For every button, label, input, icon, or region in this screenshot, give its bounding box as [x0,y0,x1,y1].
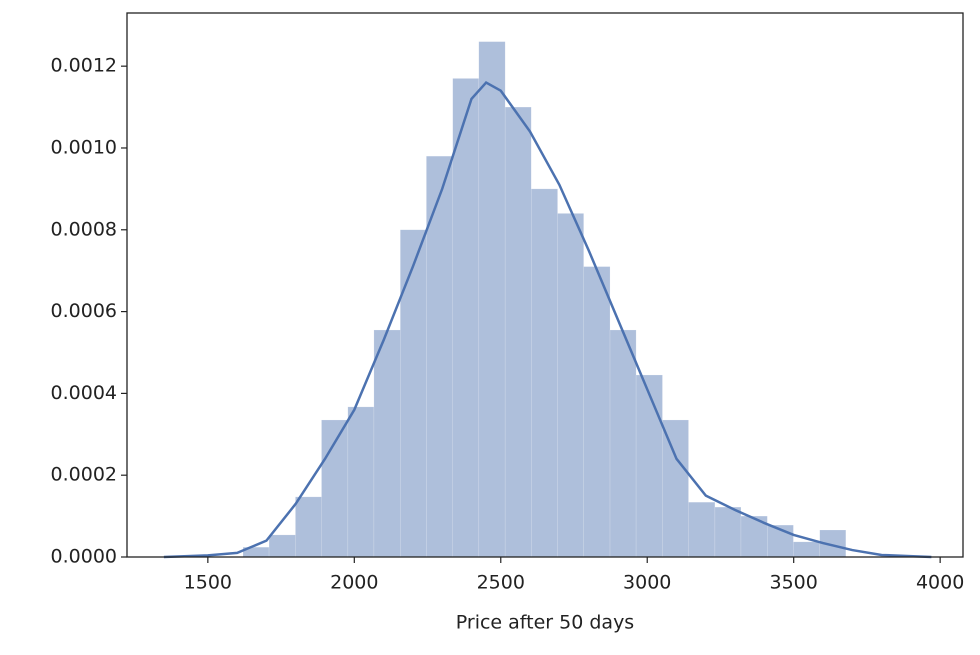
histogram-bar [504,106,532,558]
y-tick-label: 0.0012 [51,55,117,77]
x-axis-label: Price after 50 days [456,612,634,634]
histogram-bar [688,501,716,558]
y-tick-label: 0.0006 [51,300,117,322]
histogram-bar [635,374,663,558]
histogram-bar [609,329,637,558]
x-tick-label: 2500 [477,572,525,594]
x-tick-label: 3000 [623,572,671,594]
histogram-bar [478,41,506,558]
histogram-bar [321,419,349,558]
histogram-bar [714,506,742,558]
histogram-bar [295,496,322,558]
y-tick-label: 0.0002 [51,464,117,486]
y-tick-label: 0.0010 [51,136,117,158]
histogram-bar [373,329,401,558]
histogram-bar [662,419,689,558]
histogram-bar [400,229,427,558]
x-tick-label: 4000 [916,572,964,594]
histogram-bar [268,534,296,558]
x-tick-label: 2000 [330,572,378,594]
x-tick-label: 3500 [770,572,818,594]
histogram-bar [557,213,584,558]
histogram-bar [347,406,375,558]
y-tick-label: 0.0004 [51,382,117,404]
kde-line [163,80,932,559]
histogram-bar [530,188,558,558]
y-tick-label: 0.0000 [51,546,117,568]
y-tick-label: 0.0008 [51,218,117,240]
plot-frame [126,12,964,558]
histogram-bar [452,78,480,558]
histogram-bar [426,155,453,558]
x-tick-label: 1500 [184,572,232,594]
histogram-bar [583,266,611,558]
histogram-bar [793,541,821,558]
